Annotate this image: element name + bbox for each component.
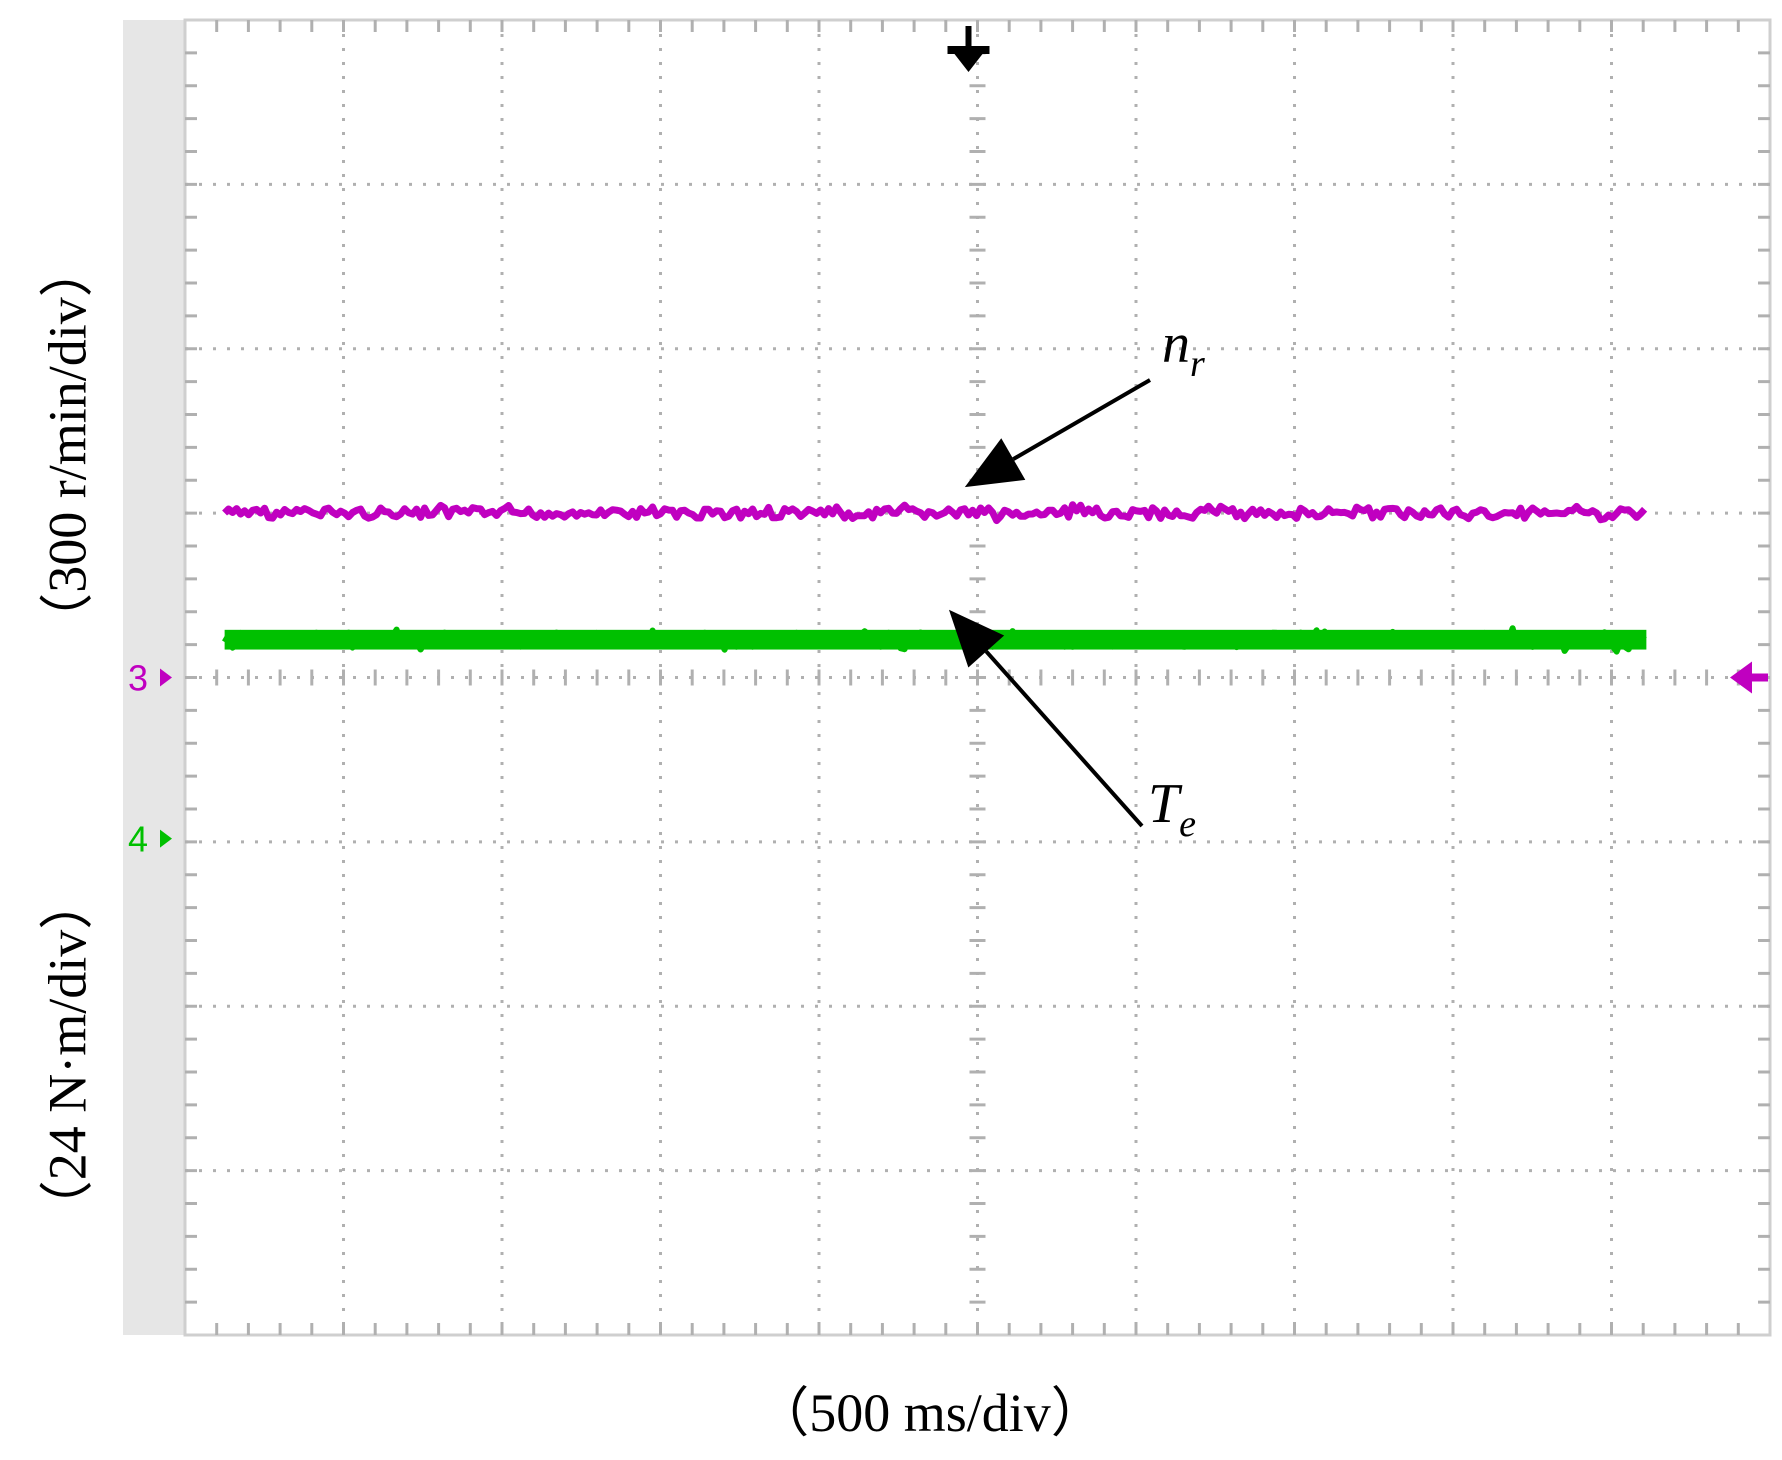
y-label-speed: （300 r/min/div） <box>37 243 98 647</box>
grid <box>185 20 1770 1335</box>
right-reference-arrow-tail <box>1748 673 1768 682</box>
arrow-head-nr <box>964 438 1026 488</box>
label-nr: nr <box>1162 313 1205 385</box>
channel-4-arrow <box>160 829 172 848</box>
channel-3-label: 3 <box>128 658 148 699</box>
arrow-shaft-nr <box>1012 378 1152 461</box>
trigger-bar <box>947 46 990 54</box>
traces <box>222 501 1648 655</box>
trigger-icon <box>954 54 983 72</box>
right-reference-arrow <box>1730 661 1752 694</box>
markers: 34 <box>128 26 1768 860</box>
annotations: nr Te <box>948 313 1205 845</box>
y-label-torque: （24 N·m/div） <box>37 875 98 1235</box>
trigger-stem <box>965 26 972 58</box>
trace-Te <box>222 625 1647 655</box>
arrow-shaft-Te <box>984 650 1144 828</box>
trace-nr <box>222 501 1648 525</box>
arrow-head-Te <box>948 609 1005 668</box>
channel-3-arrow <box>160 668 172 687</box>
label-Te: Te <box>1148 773 1196 845</box>
x-label-time: （500 ms/div） <box>755 1383 1105 1443</box>
left-strip <box>123 20 185 1335</box>
trace-line <box>222 501 1648 525</box>
trace-line <box>222 625 1647 655</box>
channel-4-label: 4 <box>128 819 148 860</box>
